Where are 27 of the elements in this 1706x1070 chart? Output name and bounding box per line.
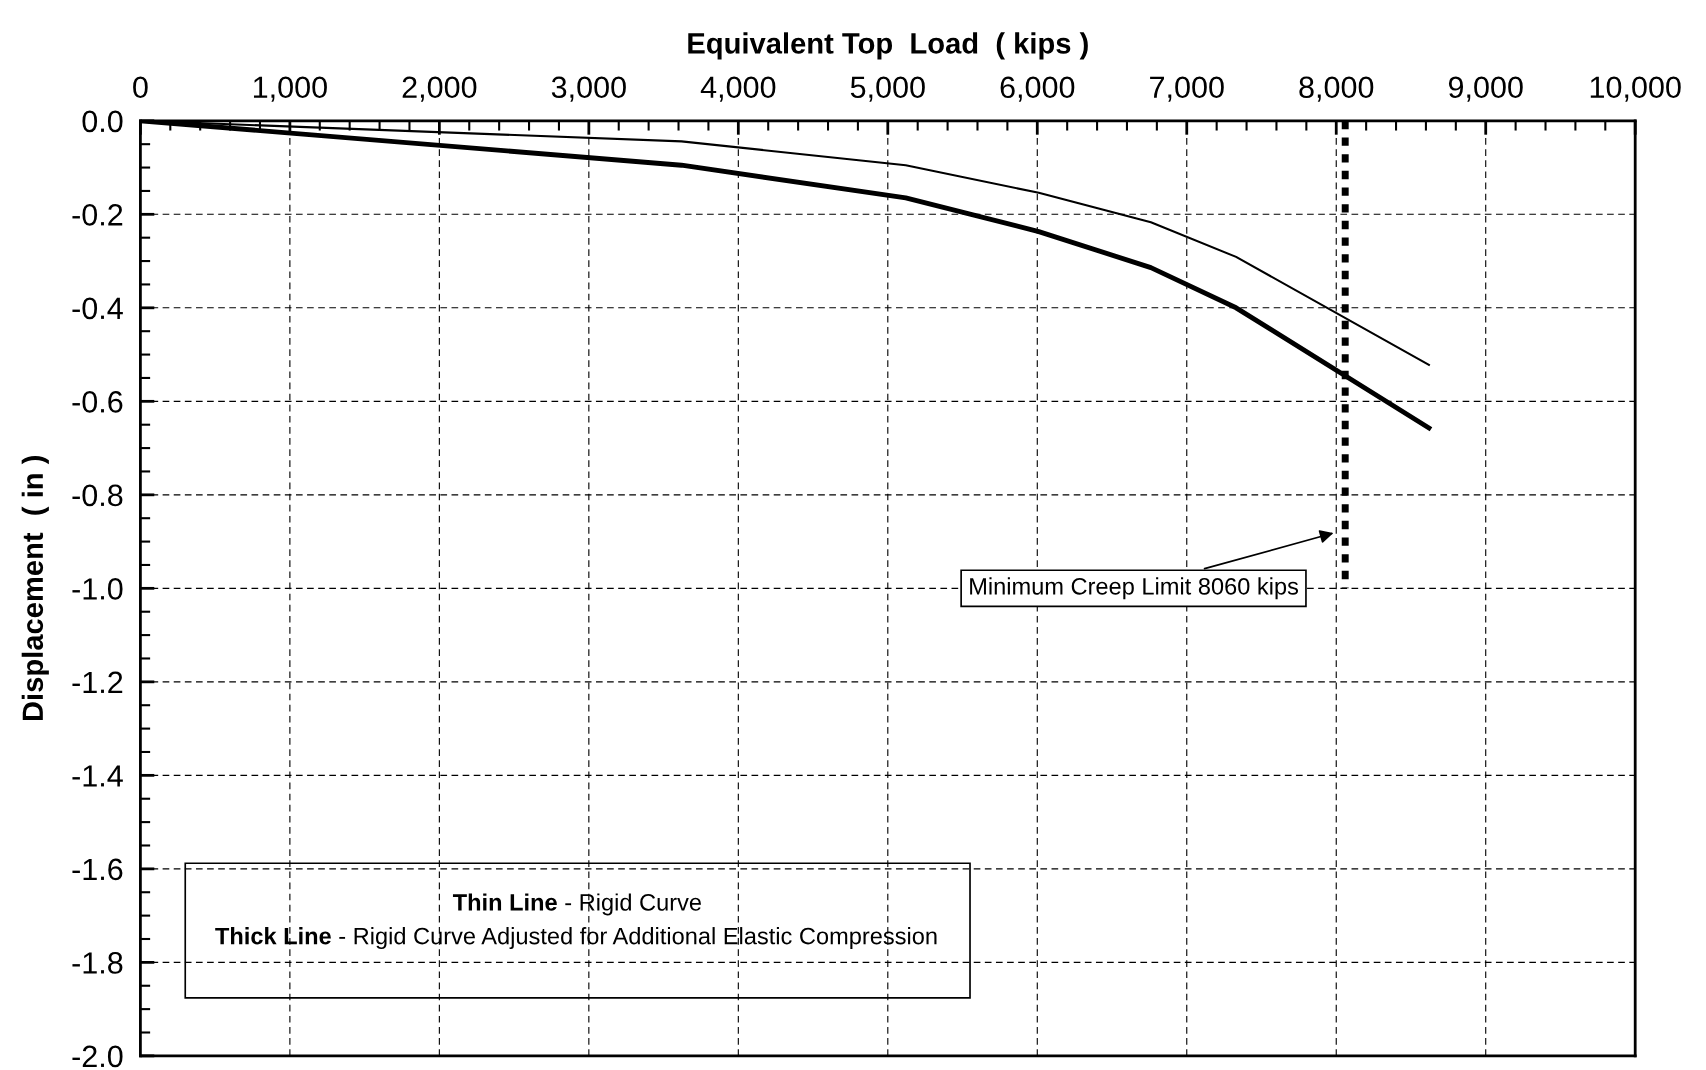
x-tick-label: 9,000 (1448, 76, 1523, 102)
y-tick-label: -0.4 (72, 297, 123, 320)
y-tick-label: -1.0 (72, 578, 123, 600)
y-tick-label: -1.4 (72, 765, 123, 787)
x-tick-label: 10,000 (1590, 76, 1681, 102)
x-tick-label: 8,000 (1299, 76, 1374, 102)
y-tick-label: -0.2 (72, 204, 123, 226)
x-tick-label: 5,000 (850, 76, 925, 102)
x-tick-label: 6,000 (1000, 76, 1075, 102)
x-tick-label: 1,000 (253, 76, 327, 102)
annotation: Thin Line - Rigid Curve (452, 893, 701, 916)
y-tick-label: -1.2 (72, 671, 123, 693)
x-tick-label: 7,000 (1150, 76, 1224, 102)
y-tick-label: -1.6 (72, 858, 123, 881)
y-tick-label: -0.6 (72, 391, 123, 413)
x-axis-title: Equivalent Top Load ( kips ) (688, 32, 1088, 60)
x-tick-label: 0 (133, 76, 148, 99)
x-tick-label: 4,000 (700, 76, 776, 102)
y-tick-label: -1.8 (72, 952, 123, 974)
y-tick-label: 0.0 (82, 110, 123, 133)
y-tick-label: -2.0 (72, 1045, 123, 1068)
x-tick-label: 3,000 (551, 76, 626, 102)
y-axis-title: Displacement ( in ) (21, 456, 49, 721)
annotation: Minimum Creep Limit 8060 kips (970, 577, 1299, 600)
annotation: Thick Line - Rigid Curve Adjusted for Additional Elastic Compression (215, 927, 937, 950)
x-tick-label: 2,000 (402, 76, 477, 102)
y-tick-label: -0.8 (72, 484, 123, 507)
